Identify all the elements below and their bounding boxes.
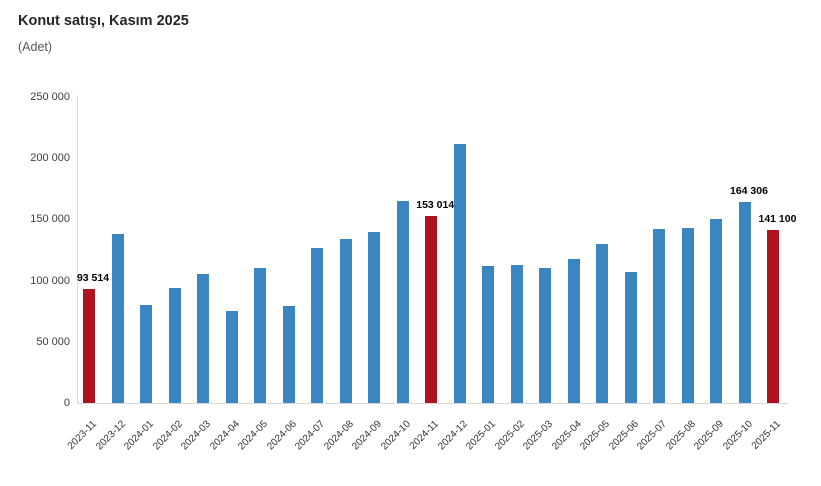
x-tick-label-2024-12: 2024-12 [435, 418, 470, 453]
bar-2024-06 [282, 306, 295, 403]
y-axis-line [77, 95, 78, 404]
bar-2024-07 [311, 247, 324, 403]
x-tick-label-2024-01: 2024-01 [122, 418, 156, 453]
x-axis-line [77, 403, 788, 404]
x-tick-label-2025-05: 2025-05 [578, 418, 613, 453]
bar-2025-07 [653, 229, 666, 403]
x-tick-label-2024-07: 2024-07 [293, 418, 328, 453]
bar-2025-05 [596, 243, 609, 403]
bar-2024-03 [197, 274, 210, 403]
bar-2025-04 [567, 258, 580, 403]
bar-2024-12 [453, 143, 466, 403]
x-tick-label-2025-02: 2025-02 [492, 418, 527, 453]
x-tick-label-2024-10: 2024-10 [378, 418, 413, 453]
y-tick-label: 150 000 [30, 213, 70, 226]
x-tick-label-2024-05: 2024-05 [236, 418, 270, 453]
bar-2025-03 [539, 268, 552, 403]
bar-2025-09 [710, 219, 723, 403]
y-tick-label: 50 000 [36, 335, 70, 348]
x-tick-label-2025-04: 2025-04 [549, 418, 584, 453]
x-tick-label-2024-09: 2024-09 [350, 418, 385, 453]
x-tick-label-2024-02: 2024-02 [150, 418, 185, 453]
bar-2024-10 [396, 201, 409, 403]
bar-2024-02 [168, 287, 181, 403]
x-tick-label-2025-01: 2025-01 [464, 418, 499, 453]
bar-2024-05 [254, 268, 267, 403]
y-tick-label: 100 000 [30, 274, 70, 287]
x-tick-label-2023-12: 2023-12 [93, 418, 128, 453]
bar-value-label-2025-11: 141 100 [758, 213, 797, 226]
x-tick-label-2025-03: 2025-03 [521, 418, 556, 453]
x-tick-label-2024-08: 2024-08 [321, 418, 356, 453]
bar-value-label-2024-11: 153 014 [416, 198, 455, 211]
bar-2025-10 [738, 201, 751, 403]
y-tick-label: 0 [63, 397, 70, 409]
bar-2024-09 [368, 231, 381, 403]
y-tick-label: 250 000 [30, 91, 70, 103]
bar-2025-01 [482, 265, 495, 403]
x-tick-label-2025-09: 2025-09 [692, 418, 727, 453]
x-tick-label-2025-11: 2025-11 [750, 418, 784, 452]
x-tick-label-2025-07: 2025-07 [635, 418, 670, 453]
bar-2024-04 [225, 311, 238, 403]
bar-2024-08 [339, 238, 352, 403]
x-tick-label-2025-10: 2025-10 [721, 418, 755, 453]
bar-2023-11 [83, 288, 95, 403]
bar-2023-12 [111, 234, 124, 403]
bar-2025-06 [624, 272, 637, 403]
x-tick-label-2025-08: 2025-08 [664, 418, 698, 453]
bar-2025-11 [767, 230, 780, 403]
bar-2025-02 [510, 264, 523, 403]
bar-2024-01 [140, 305, 153, 403]
x-tick-label-2025-06: 2025-06 [607, 418, 641, 453]
x-tick-label-2023-11: 2023-11 [65, 418, 99, 452]
bar-value-label-2025-10: 164 306 [729, 184, 768, 197]
bar-2025-08 [681, 227, 694, 403]
x-tick-label-2024-06: 2024-06 [264, 418, 299, 453]
y-tick-label: 200 000 [30, 152, 70, 165]
chart-title: Konut satışı, Kasım 2025 [18, 13, 189, 29]
x-tick-label-2024-04: 2024-04 [207, 418, 242, 453]
chart-unit-subtitle: (Adet) [18, 40, 53, 54]
x-tick-label-2024-03: 2024-03 [179, 418, 213, 453]
bar-value-label-2023-11: 93 514 [76, 271, 110, 284]
bar-2024-11 [425, 215, 438, 403]
x-tick-label-2024-11: 2024-11 [407, 418, 442, 452]
